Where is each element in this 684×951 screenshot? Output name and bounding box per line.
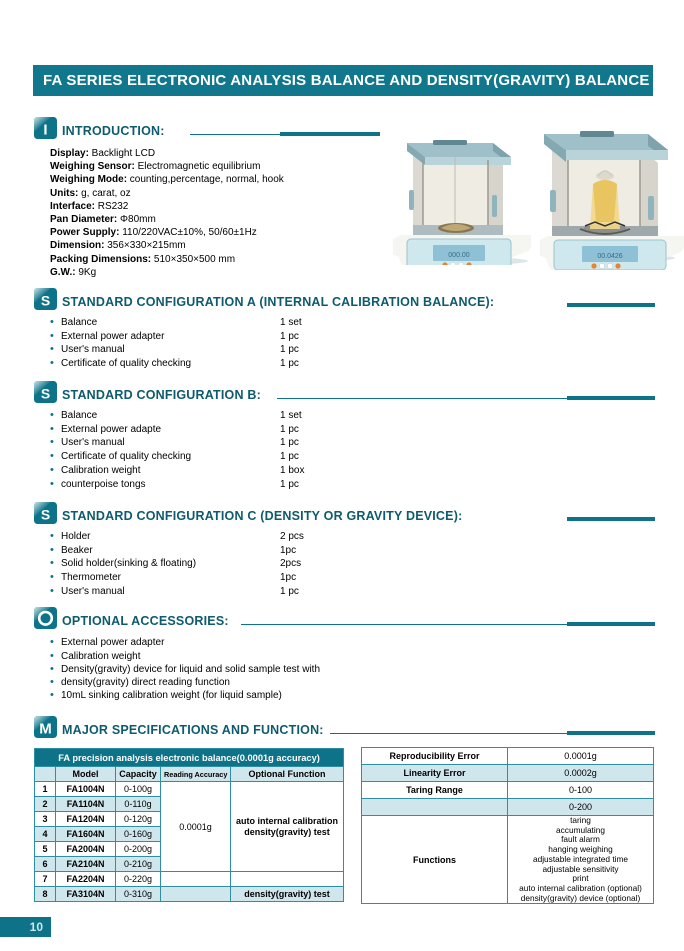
- svg-text:S: S: [41, 292, 50, 308]
- svg-text:000.00: 000.00: [448, 252, 470, 259]
- svg-text:00.0426: 00.0426: [597, 253, 622, 260]
- svg-text:S: S: [41, 385, 50, 401]
- svg-text:S: S: [41, 506, 50, 522]
- svg-text:I: I: [43, 122, 47, 139]
- svg-text:M: M: [39, 720, 52, 737]
